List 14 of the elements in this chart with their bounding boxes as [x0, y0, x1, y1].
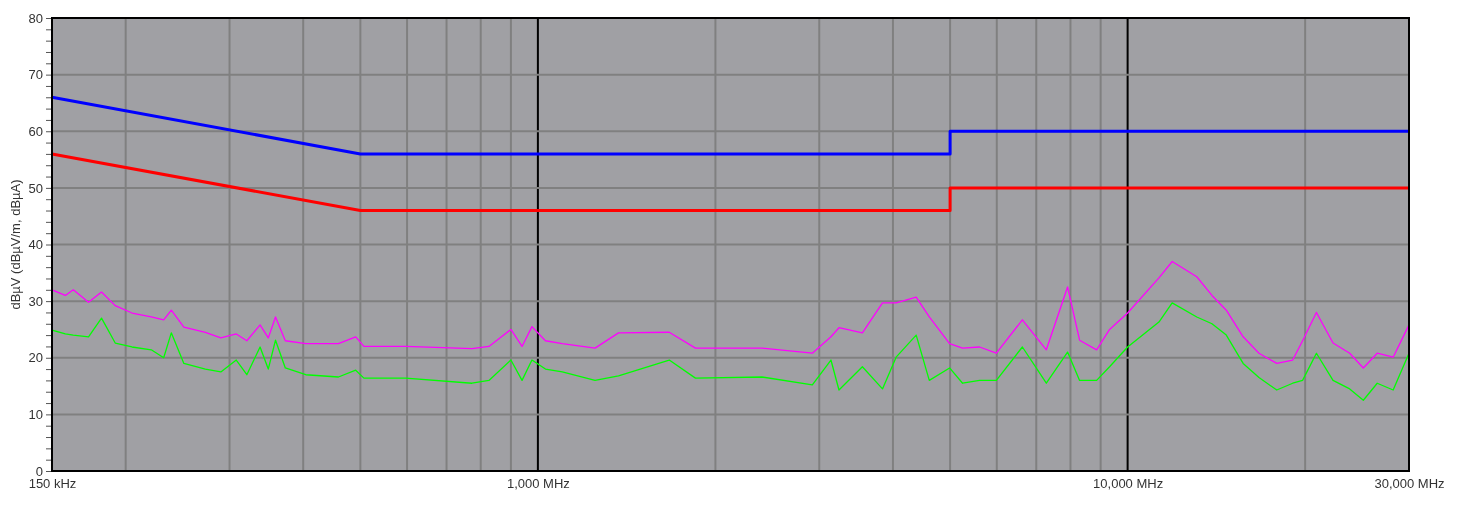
y-tick-label: 60	[28, 123, 43, 139]
x-tick-label: 10,000 MHz	[1093, 476, 1164, 492]
y-tick-label: 30	[28, 293, 43, 309]
y-tick-label: 20	[28, 350, 43, 366]
y-tick-label: 50	[28, 180, 43, 196]
y-tick-label: 0	[35, 463, 43, 479]
x-tick-label: 30,000 MHz	[1374, 476, 1445, 492]
x-tick-label: 1,000 MHz	[506, 476, 570, 492]
y-tick-label: 10	[28, 407, 43, 423]
x-tick-label: 150 kHz	[28, 476, 77, 492]
y-axis-title: dBµV (dBµV/m, dBµA)	[8, 179, 23, 310]
y-tick-label: 40	[28, 237, 43, 253]
y-tick-label: 80	[28, 10, 43, 26]
y-tick-label: 70	[28, 67, 43, 83]
